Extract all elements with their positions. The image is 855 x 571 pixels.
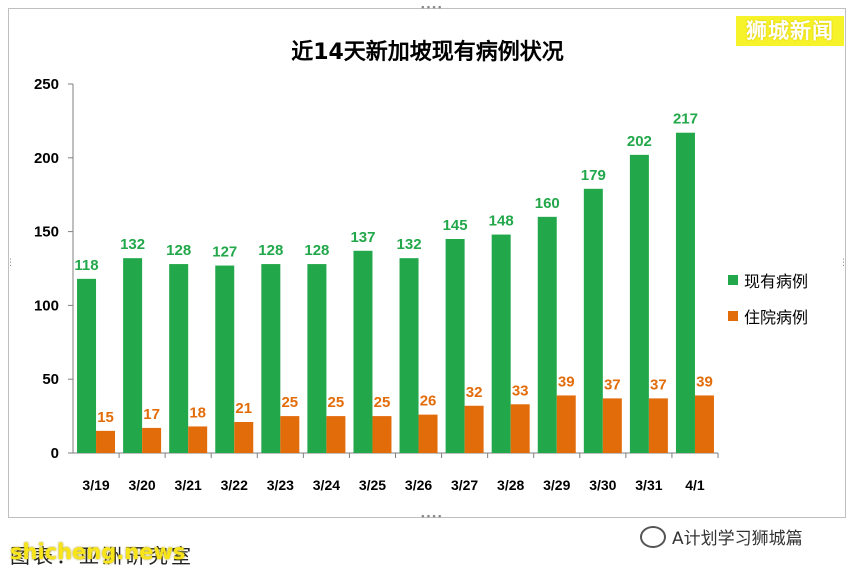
bar-current-cases: [169, 264, 189, 453]
x-tick-label: 3/22: [221, 477, 248, 493]
bar-hospitalized: [372, 416, 392, 453]
x-tick-label: 3/19: [82, 477, 109, 493]
data-label-current: 202: [627, 133, 652, 150]
bar-hospitalized: [96, 430, 116, 453]
caption-text: 图表：亚洲研究室: [10, 544, 194, 568]
bar-hospitalized: [280, 416, 300, 453]
bar-hospitalized: [326, 416, 346, 453]
x-tick-label: 3/29: [543, 477, 570, 493]
data-label-hospitalized: 25: [328, 394, 345, 411]
bar-hospitalized: [142, 427, 162, 453]
x-tick-label: 3/25: [359, 477, 386, 493]
resize-handle-left[interactable]: ⋮: [6, 258, 15, 268]
bar-chart: 0 50 100 150 200 250 3/19 3/20 3/21 3/22 3/23 3/24 3…: [34, 76, 719, 493]
x-tick-label: 3/31: [635, 477, 662, 493]
bar-current-cases: [261, 264, 281, 453]
x-tick-label: 3/21: [175, 477, 202, 493]
data-label-current: 132: [397, 236, 422, 253]
account-attribution: A计划学习狮城篇: [640, 524, 803, 549]
y-tick-label: 50: [42, 371, 59, 388]
legend-swatch-current: [728, 275, 738, 285]
data-label-hospitalized: 33: [512, 382, 529, 399]
data-label-hospitalized: 25: [374, 394, 391, 411]
footer-caption: 图表：亚洲研究室 shicheng.news: [10, 540, 194, 569]
bar-current-cases: [353, 250, 373, 453]
bar-hospitalized: [234, 422, 254, 453]
account-name: A计划学习狮城篇: [672, 529, 803, 549]
x-tick-label: 3/27: [451, 477, 478, 493]
legend-label-current: 现有病例: [744, 272, 809, 291]
resize-handle-top[interactable]: ∙∙∙∙: [420, 3, 443, 13]
bar-current-cases: [123, 258, 143, 453]
data-label-current: 127: [212, 244, 237, 261]
y-tick-label: 0: [51, 445, 59, 462]
brand-logo: 狮城新闻: [736, 16, 844, 46]
data-label-hospitalized: 37: [650, 376, 667, 393]
data-label-hospitalized: 21: [235, 400, 252, 417]
x-tick-label: 3/24: [313, 477, 340, 493]
bar-current-cases: [399, 258, 419, 453]
data-label-current: 128: [258, 242, 283, 259]
bar-hospitalized: [464, 405, 484, 453]
data-label-current: 132: [120, 236, 145, 253]
x-tick-label: 3/28: [497, 477, 524, 493]
bar-hospitalized: [648, 398, 668, 453]
data-label-current: 118: [74, 257, 98, 274]
y-tick-label: 100: [34, 297, 59, 314]
bar-hospitalized: [694, 395, 714, 453]
chart-title: 近14天新加坡现有病例状况: [291, 40, 564, 65]
x-tick-label: 4/1: [685, 477, 705, 493]
data-label-current: 179: [581, 167, 606, 184]
x-tick-label: 3/23: [267, 477, 294, 493]
bar-hospitalized: [602, 398, 622, 453]
resize-handle-right[interactable]: ⋮: [839, 258, 848, 268]
legend-item-hospitalized: 住院病例: [728, 304, 808, 328]
bar-current-cases: [675, 132, 695, 453]
data-label-hospitalized: 26: [420, 393, 437, 410]
data-label-hospitalized: 39: [696, 373, 713, 390]
bar-current-cases: [491, 234, 511, 453]
legend-swatch-hospitalized: [728, 311, 738, 321]
bar-hospitalized: [556, 395, 576, 453]
data-label-hospitalized: 37: [604, 376, 621, 393]
data-label-current: 128: [166, 242, 191, 259]
data-label-current: 137: [350, 229, 375, 246]
y-tick-label: 200: [34, 150, 59, 167]
data-label-current: 217: [673, 111, 698, 128]
data-label-current: 145: [443, 217, 468, 234]
bar-current-cases: [445, 238, 465, 453]
x-tick-label: 3/20: [128, 477, 155, 493]
bar-current-cases: [537, 216, 557, 453]
resize-handle-bottom[interactable]: ∙∙∙∙: [420, 512, 443, 522]
legend-item-current: 现有病例: [728, 268, 808, 292]
data-label-hospitalized: 18: [189, 404, 206, 421]
bar-hospitalized: [188, 426, 208, 453]
bar-current-cases: [583, 188, 603, 453]
bar-current-cases: [307, 264, 327, 453]
bar-current-cases: [77, 278, 97, 453]
chart-labels: 118 15 132 17 128 18 127 21 128 25 128 25 137 25 132 26…: [74, 111, 712, 426]
bar-current-cases: [215, 265, 235, 453]
legend-label-hospitalized: 住院病例: [744, 308, 809, 327]
x-tick-label: 3/30: [589, 477, 616, 493]
data-label-hospitalized: 32: [466, 384, 483, 401]
bar-hospitalized: [418, 414, 438, 453]
data-label-hospitalized: 39: [558, 373, 575, 390]
y-tick-label: 250: [34, 76, 59, 93]
data-label-hospitalized: 15: [97, 409, 114, 426]
bar-hospitalized: [510, 404, 530, 453]
data-label-current: 160: [535, 195, 560, 212]
y-tick-label: 150: [34, 224, 59, 241]
data-label-current: 128: [304, 242, 329, 259]
x-tick-label: 3/26: [405, 477, 432, 493]
data-label-hospitalized: 25: [281, 394, 298, 411]
chart-bars: [77, 132, 714, 453]
bar-current-cases: [629, 154, 649, 453]
watermark-text: shicheng.news: [10, 540, 186, 564]
wechat-icon: [640, 525, 666, 548]
data-label-hospitalized: 17: [143, 406, 160, 423]
data-label-current: 148: [489, 213, 514, 230]
